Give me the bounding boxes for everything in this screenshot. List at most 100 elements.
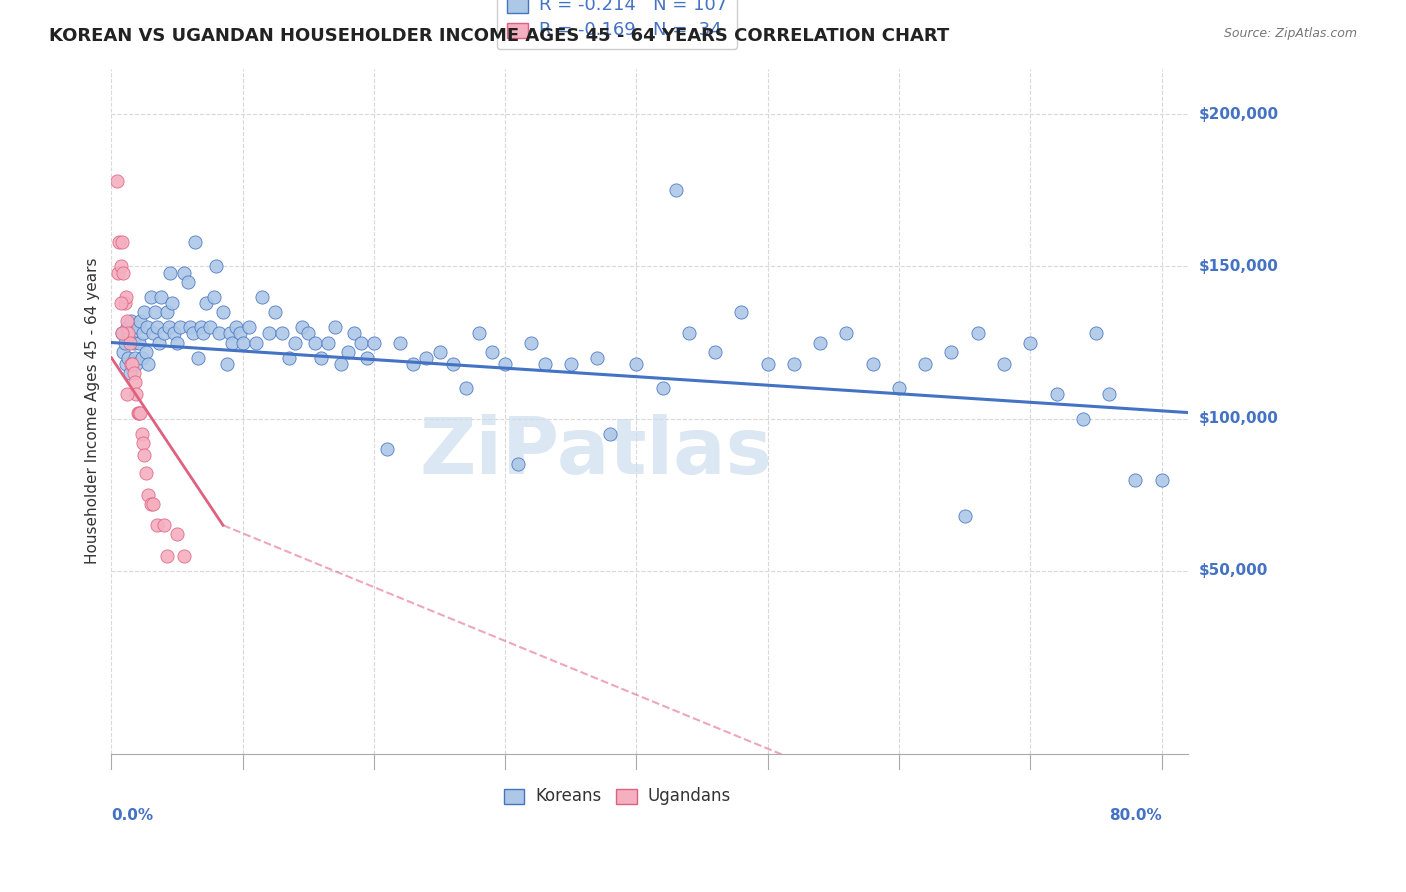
Point — [166, 527, 188, 541]
Point — [599, 426, 621, 441]
Point — [429, 344, 451, 359]
Point — [271, 326, 294, 341]
Point — [264, 305, 287, 319]
Point — [415, 351, 437, 365]
Point — [163, 326, 186, 341]
Point — [108, 235, 131, 249]
Point — [533, 357, 555, 371]
Point — [118, 366, 141, 380]
Point — [107, 265, 129, 279]
Point — [1150, 473, 1173, 487]
Point — [124, 375, 146, 389]
Point — [120, 357, 142, 371]
Point — [441, 357, 464, 371]
Point — [402, 357, 425, 371]
Point — [194, 296, 217, 310]
Point — [139, 290, 162, 304]
Point — [131, 351, 153, 365]
Point — [193, 326, 215, 341]
Text: $50,000: $50,000 — [1198, 564, 1268, 578]
Point — [122, 366, 145, 380]
Point — [146, 518, 169, 533]
Legend: Koreans, Ugandans: Koreans, Ugandans — [494, 778, 741, 815]
Text: $150,000: $150,000 — [1198, 259, 1278, 274]
Text: $200,000: $200,000 — [1198, 107, 1278, 121]
Point — [363, 335, 385, 350]
Point — [704, 344, 727, 359]
Point — [202, 290, 225, 304]
Point — [115, 290, 138, 304]
Point — [184, 235, 207, 249]
Point — [111, 326, 134, 341]
Point — [316, 335, 339, 350]
Point — [756, 357, 779, 371]
Point — [135, 344, 157, 359]
Point — [136, 357, 159, 371]
Point — [112, 344, 135, 359]
Point — [134, 448, 156, 462]
Point — [121, 326, 143, 341]
Point — [252, 290, 274, 304]
Point — [297, 326, 319, 341]
Point — [225, 320, 247, 334]
Point — [111, 326, 134, 341]
Point — [862, 357, 884, 371]
Point — [148, 335, 170, 350]
Point — [808, 335, 831, 350]
Point — [190, 320, 212, 334]
Point — [127, 405, 149, 419]
Point — [142, 497, 165, 511]
Point — [966, 326, 988, 341]
Point — [112, 265, 135, 279]
Point — [173, 549, 195, 563]
Point — [181, 326, 204, 341]
Point — [132, 436, 155, 450]
Point — [245, 335, 267, 350]
Point — [146, 320, 169, 334]
Point — [142, 326, 165, 341]
Point — [1123, 473, 1146, 487]
Point — [205, 260, 228, 274]
Point — [284, 335, 307, 350]
Point — [330, 357, 353, 371]
Point — [153, 518, 176, 533]
Text: 0.0%: 0.0% — [111, 808, 153, 823]
Point — [1071, 411, 1094, 425]
Point — [343, 326, 366, 341]
Point — [941, 344, 963, 359]
Point — [229, 326, 252, 341]
Text: 80.0%: 80.0% — [1109, 808, 1161, 823]
Point — [311, 351, 333, 365]
Point — [375, 442, 398, 456]
Point — [134, 305, 156, 319]
Point — [454, 381, 477, 395]
Point — [153, 326, 176, 341]
Point — [350, 335, 373, 350]
Point — [257, 326, 280, 341]
Point — [215, 357, 238, 371]
Point — [143, 305, 166, 319]
Point — [173, 265, 195, 279]
Point — [198, 320, 221, 334]
Point — [166, 335, 188, 350]
Point — [221, 335, 243, 350]
Point — [212, 305, 235, 319]
Point — [135, 320, 157, 334]
Point — [118, 335, 141, 350]
Point — [520, 335, 543, 350]
Point — [114, 296, 136, 310]
Point — [105, 174, 128, 188]
Text: Source: ZipAtlas.com: Source: ZipAtlas.com — [1223, 27, 1357, 40]
Point — [887, 381, 910, 395]
Point — [160, 296, 183, 310]
Point — [1084, 326, 1107, 341]
Point — [238, 320, 260, 334]
Point — [218, 326, 240, 341]
Point — [129, 405, 152, 419]
Point — [115, 357, 138, 371]
Point — [277, 351, 299, 365]
Point — [560, 357, 582, 371]
Text: KOREAN VS UGANDAN HOUSEHOLDER INCOME AGES 45 - 64 YEARS CORRELATION CHART: KOREAN VS UGANDAN HOUSEHOLDER INCOME AGE… — [49, 27, 949, 45]
Point — [111, 235, 134, 249]
Point — [124, 351, 146, 365]
